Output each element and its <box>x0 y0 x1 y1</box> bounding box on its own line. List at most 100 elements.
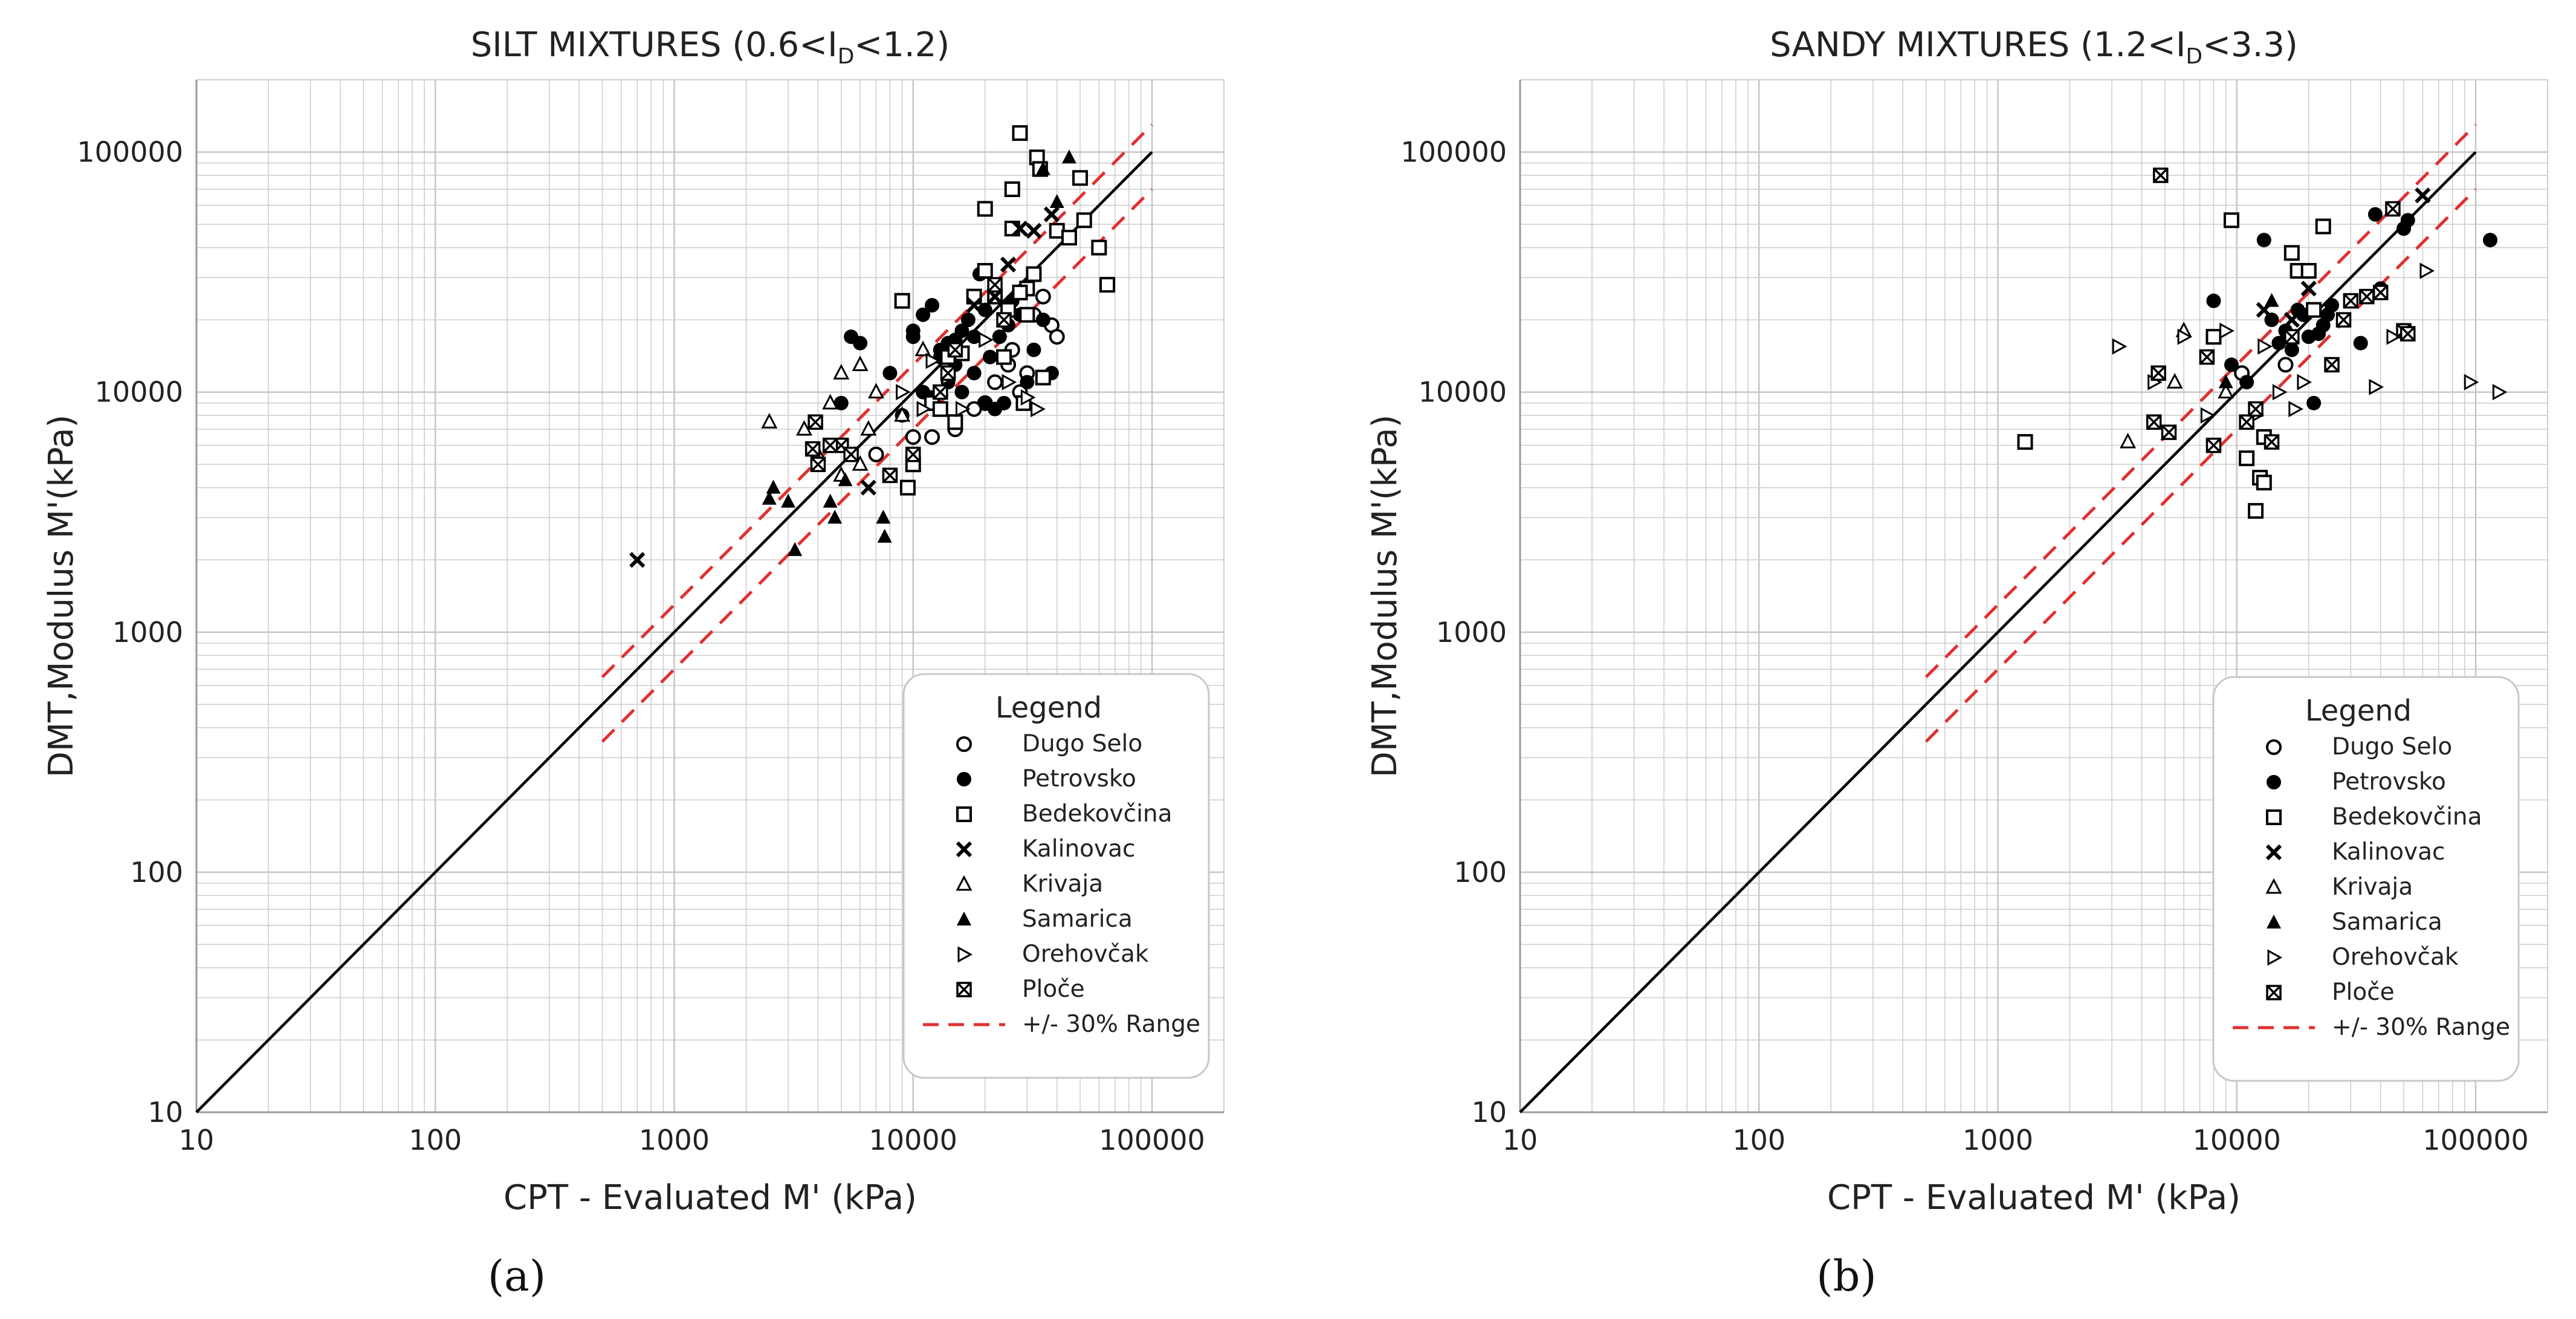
data-point <box>2206 293 2221 308</box>
data-point <box>629 552 646 568</box>
legend-label: Bedekovčina <box>1022 800 1173 828</box>
data-point <box>1076 212 1092 228</box>
data-point <box>804 441 821 457</box>
legend-marker <box>2265 878 2282 894</box>
data-point <box>1026 266 1042 282</box>
data-point <box>1026 342 1041 357</box>
x-tick-label: 10 <box>179 1124 215 1156</box>
data-point <box>2325 298 2340 313</box>
legend-box <box>902 673 1210 1079</box>
data-point <box>2288 401 2303 418</box>
data-point <box>916 401 932 418</box>
series-plo-e <box>2146 167 2416 453</box>
data-point <box>882 366 898 381</box>
chart-title: SANDY MIXTURES (1.2<ID<3.3) <box>1770 25 2298 69</box>
data-point <box>1012 125 1028 141</box>
legend-label: Petrovsko <box>2332 768 2446 796</box>
data-point <box>2385 201 2401 217</box>
data-point <box>810 456 826 472</box>
data-point <box>781 493 796 508</box>
data-point <box>2150 365 2166 381</box>
data-point <box>877 528 892 543</box>
legend-label: Samarica <box>1022 906 1133 933</box>
data-point <box>954 384 969 400</box>
data-point <box>932 401 948 417</box>
data-point <box>1002 374 1017 391</box>
data-point <box>1020 375 1035 390</box>
series-samarica <box>762 149 1076 556</box>
data-point <box>2284 342 2299 357</box>
legend-item: Krivaja <box>956 870 1103 898</box>
x-tick-label: 100000 <box>1099 1124 1205 1156</box>
data-point <box>2353 335 2368 351</box>
data-point <box>1012 221 1028 237</box>
data-point <box>1061 149 1076 164</box>
legend-label: +/- 30% Range <box>1022 1011 1200 1038</box>
legend-item: Krivaja <box>2265 873 2413 901</box>
legend-item: Petrovsko <box>2267 768 2446 796</box>
data-point <box>2372 285 2389 300</box>
legend-title: Legend <box>2305 694 2412 728</box>
data-point <box>860 479 876 496</box>
data-point <box>882 467 898 484</box>
data-point <box>2223 212 2239 228</box>
panel-b: 10 100 1000 10000 100000 10 100 1000 10000 100000… <box>1365 25 2548 1301</box>
chart-title-subscript: D <box>2186 44 2202 69</box>
series-petrovsko <box>2206 207 2498 410</box>
x-tick-label: 100 <box>1732 1124 1785 1156</box>
range-line <box>601 123 1153 678</box>
data-point <box>2239 450 2255 467</box>
data-point <box>2256 233 2271 248</box>
legend-marker <box>956 841 972 858</box>
data-point <box>977 302 992 317</box>
data-point <box>1049 193 1064 208</box>
data-point <box>955 401 971 418</box>
data-point <box>1035 313 1050 328</box>
data-point <box>2218 383 2235 399</box>
legend: Legend Dugo Selo Petrovsko Bedekovčina Kalin… <box>2212 676 2520 1082</box>
legend-marker <box>2266 809 2282 825</box>
data-point <box>796 420 813 436</box>
legend-marker <box>956 875 972 891</box>
x-tick-label: 100 <box>409 1124 462 1156</box>
data-point <box>947 342 963 358</box>
data-point <box>2386 328 2402 345</box>
data-point <box>2205 329 2222 345</box>
panel-label: (a) <box>488 1251 546 1301</box>
data-point <box>838 472 853 487</box>
legend-label: Samarica <box>2332 909 2442 936</box>
data-point <box>2153 167 2169 183</box>
data-point <box>987 374 1003 391</box>
chart-title-subscript: D <box>838 44 855 69</box>
chart-title-tail: <1.2) <box>854 25 950 65</box>
data-point <box>899 479 916 496</box>
legend-marker <box>2267 915 2281 928</box>
data-point <box>996 312 1012 328</box>
series-krivaja <box>2120 322 2235 449</box>
series-samarica <box>2218 293 2279 389</box>
chart-title: SILT MIXTURES (0.6<ID<1.2) <box>471 25 950 69</box>
y-tick-label: 10 <box>147 1096 183 1129</box>
data-point <box>2343 293 2359 309</box>
data-point <box>2017 434 2033 450</box>
data-point <box>2166 372 2183 389</box>
legend-item: Ploče <box>956 976 1085 1003</box>
panel-a: 10 100 1000 10000 100000 10 100 1000 10000 100000… <box>42 25 1225 1301</box>
data-point <box>2161 424 2177 440</box>
data-point <box>1049 329 1065 345</box>
one-to-one-line <box>195 151 1153 1113</box>
data-point <box>2239 375 2254 390</box>
data-point <box>868 446 884 462</box>
data-point <box>966 297 982 314</box>
data-point <box>2306 395 2322 410</box>
data-point <box>940 365 956 381</box>
data-point <box>2300 263 2317 279</box>
legend-label: Orehovčak <box>2332 944 2459 971</box>
data-point <box>761 413 778 429</box>
legend-marker <box>956 806 972 822</box>
data-point <box>788 542 803 556</box>
legend-title: Legend <box>995 691 1102 725</box>
legend-marker <box>2266 739 2282 755</box>
data-point <box>1026 222 1042 239</box>
legend-label: Kalinovac <box>1022 835 1135 863</box>
